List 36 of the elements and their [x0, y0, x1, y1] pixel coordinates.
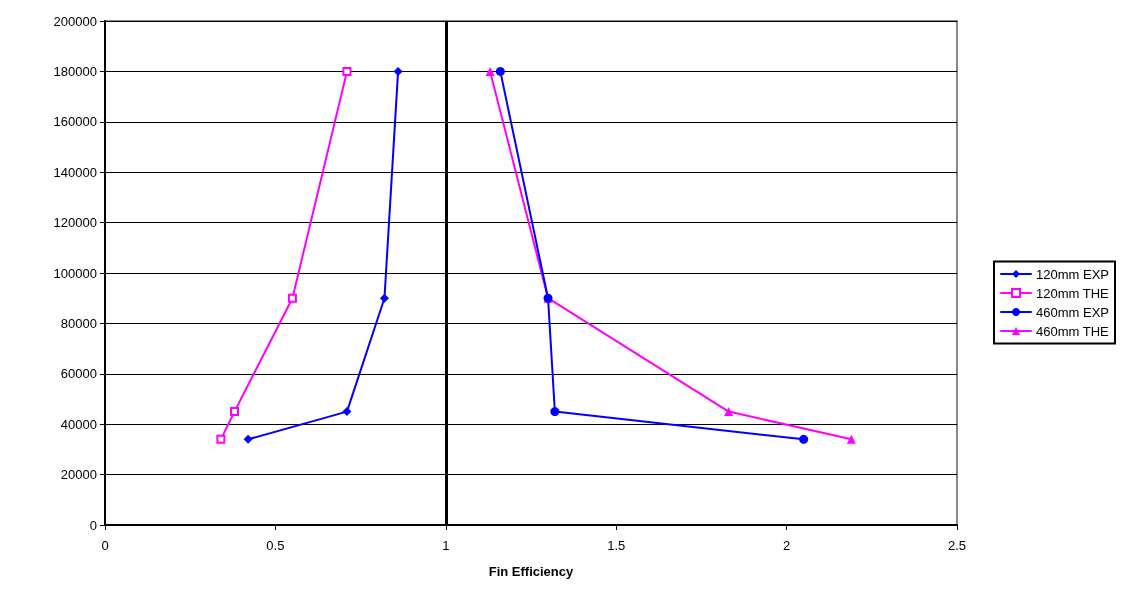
- x-tick-label: 2: [782, 538, 791, 553]
- x-tick-label: 1: [442, 538, 450, 553]
- point: [342, 66, 352, 76]
- point: [393, 66, 403, 76]
- point: [379, 293, 389, 303]
- point: [243, 434, 253, 444]
- legend-label: 120mm THE: [1036, 285, 1110, 301]
- point: [230, 407, 239, 417]
- y-tick-label: 40000: [60, 416, 97, 432]
- point: [495, 66, 505, 76]
- y-tick-label: 0: [89, 517, 97, 533]
- legend-label: 120mm EXP: [1036, 266, 1110, 282]
- legend-label: 460mm EXP: [1036, 304, 1110, 320]
- x-axis-title: Fin Efficiency: [488, 564, 575, 579]
- point: [287, 293, 297, 303]
- x-tick-label: 1.5: [607, 538, 626, 553]
- y-tick-label: 160000: [53, 114, 97, 130]
- y-tick-label: 120000: [53, 215, 97, 231]
- legend-label: 460mm THE: [1036, 323, 1110, 339]
- point: [216, 434, 226, 444]
- point: [342, 407, 352, 417]
- point: [799, 434, 809, 444]
- y-tick-label: 80000: [60, 315, 97, 331]
- x-tick-label: 0: [101, 538, 109, 553]
- point: [550, 407, 560, 417]
- point: [846, 434, 856, 444]
- y-tick-label: 20000: [60, 467, 97, 483]
- y-tick-label: 200000: [53, 13, 97, 29]
- x-tick-label: 2.5: [947, 538, 967, 553]
- x-tick-label: 0.5: [266, 538, 285, 553]
- point: [485, 66, 495, 76]
- point: [724, 407, 734, 417]
- y-tick-label: 140000: [53, 164, 97, 180]
- y-tick-label: 180000: [53, 63, 97, 79]
- y-tick-label: 60000: [60, 366, 97, 382]
- y-tick-label: 100000: [53, 265, 97, 281]
